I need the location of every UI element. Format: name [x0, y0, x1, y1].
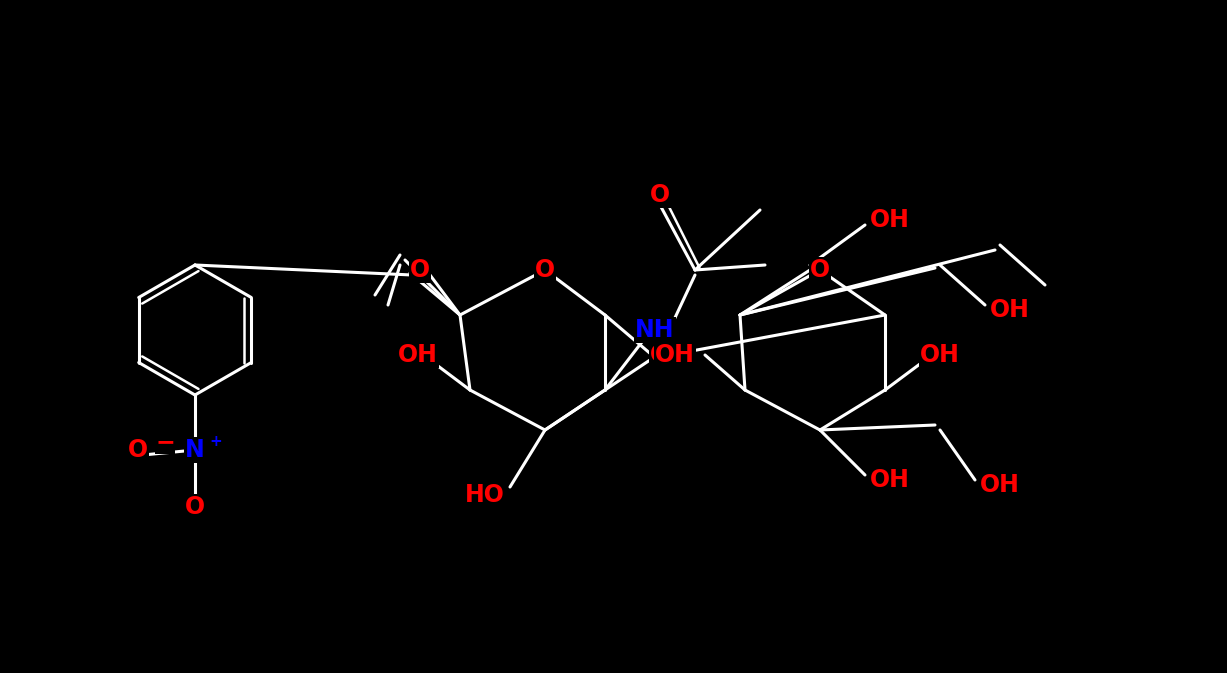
Text: O: O — [810, 258, 829, 282]
Text: O: O — [535, 258, 555, 282]
Text: OH: OH — [870, 208, 910, 232]
Text: O: O — [650, 183, 670, 207]
Text: OH: OH — [870, 468, 910, 492]
Text: OH: OH — [398, 343, 438, 367]
Text: N: N — [185, 438, 205, 462]
Text: O: O — [410, 258, 429, 282]
Text: NH: NH — [636, 318, 675, 342]
Text: OH: OH — [920, 343, 960, 367]
Text: +: + — [209, 435, 222, 450]
Text: O: O — [128, 438, 148, 462]
Text: OH: OH — [990, 298, 1029, 322]
Text: −: − — [155, 430, 174, 454]
Text: O: O — [650, 343, 670, 367]
Text: HO: HO — [465, 483, 506, 507]
Text: OH: OH — [655, 343, 694, 367]
Text: O: O — [185, 495, 205, 519]
Text: OH: OH — [980, 473, 1020, 497]
